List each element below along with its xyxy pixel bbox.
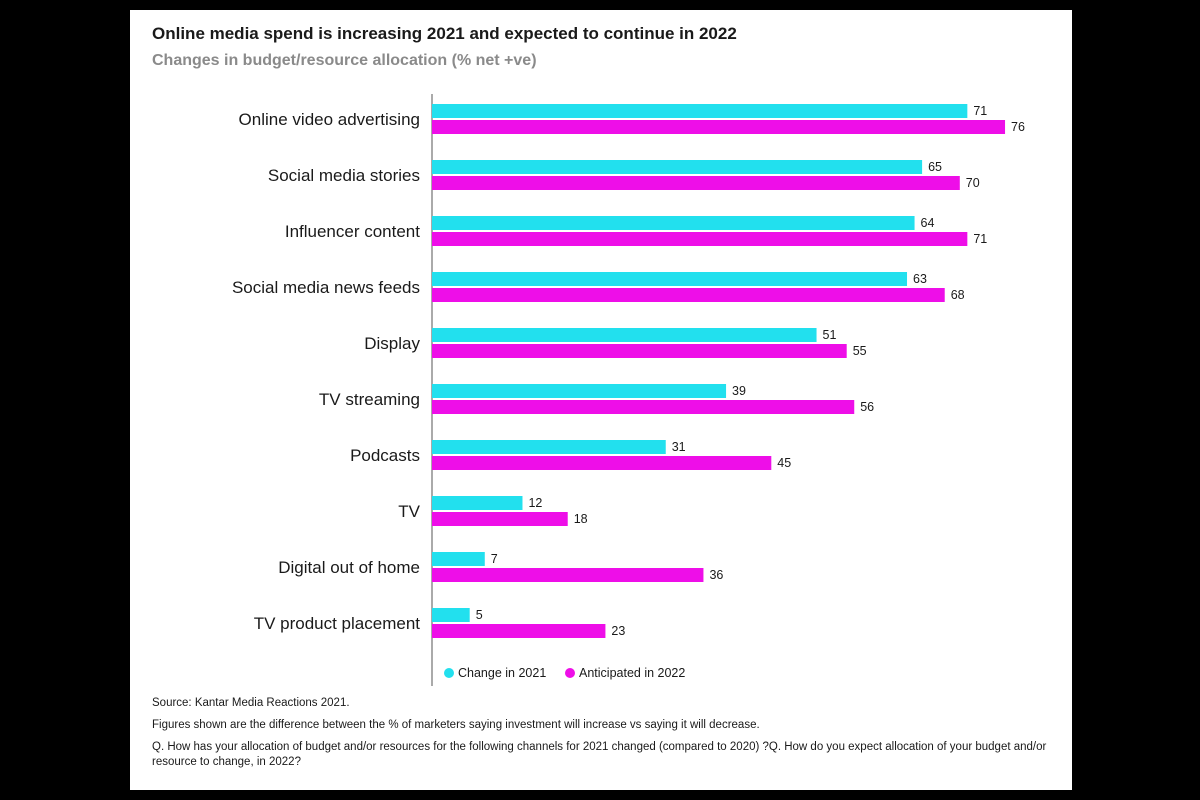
bar-change-2021 [432, 328, 817, 342]
data-label: 18 [574, 512, 588, 526]
bar-anticipated-2022 [432, 400, 855, 414]
data-label: 70 [966, 176, 980, 190]
bar-change-2021 [432, 608, 470, 622]
data-label: 71 [973, 232, 987, 246]
category-label: Social media news feeds [232, 278, 420, 297]
data-label: 5 [476, 608, 483, 622]
source-note: Source: Kantar Media Reactions 2021. [152, 697, 350, 709]
data-label: 31 [672, 440, 686, 454]
data-label: 51 [823, 328, 837, 342]
data-label: 39 [732, 384, 746, 398]
data-label: 63 [913, 272, 927, 286]
bar-change-2021 [432, 552, 485, 566]
category-label: Display [364, 334, 420, 353]
bar-change-2021 [432, 272, 908, 286]
bar-chart: Online video advertising 71 76 Social media… [232, 94, 1025, 686]
footnotes: Source: Kantar Media Reactions 2021. Fig… [152, 696, 1057, 777]
category-label: Online video advertising [239, 110, 420, 129]
data-label: 45 [777, 456, 791, 470]
category-label: TV product placement [254, 614, 421, 633]
bar-change-2021 [432, 440, 666, 454]
bar-anticipated-2022 [432, 624, 606, 638]
bar-anticipated-2022 [432, 512, 568, 526]
legend-marker-anticipated-2022 [565, 668, 575, 678]
data-label: 68 [951, 288, 965, 302]
bar-change-2021 [432, 104, 968, 118]
data-label: 76 [1011, 120, 1025, 134]
bar-anticipated-2022 [432, 232, 968, 246]
bar-anticipated-2022 [432, 568, 704, 582]
bar-anticipated-2022 [432, 120, 1006, 134]
category-label: Podcasts [350, 446, 420, 465]
bar-anticipated-2022 [432, 456, 772, 470]
bar-anticipated-2022 [432, 344, 847, 358]
bar-change-2021 [432, 216, 915, 230]
bar-anticipated-2022 [432, 176, 960, 190]
data-label: 55 [853, 344, 867, 358]
chart-title: Online media spend is increasing 2021 an… [152, 24, 737, 43]
data-label: 23 [611, 624, 625, 638]
category-label: TV streaming [319, 390, 420, 409]
legend-label-change-2021: Change in 2021 [458, 666, 546, 680]
bar-change-2021 [432, 496, 523, 510]
bar-change-2021 [432, 160, 923, 174]
data-label: 71 [973, 104, 987, 118]
data-label: 12 [528, 496, 542, 510]
definition-note: Figures shown are the difference between… [152, 719, 760, 731]
category-label: TV [398, 502, 420, 521]
question-note: Q. How has your allocation of budget and… [152, 741, 1047, 768]
data-label: 36 [709, 568, 723, 582]
data-label: 56 [860, 400, 874, 414]
data-label: 65 [928, 160, 942, 174]
category-label: Social media stories [268, 166, 420, 185]
data-label: 7 [491, 552, 498, 566]
data-label: 64 [921, 216, 935, 230]
category-label: Influencer content [285, 222, 420, 241]
chart-panel: Online media spend is increasing 2021 an… [130, 10, 1072, 790]
legend-marker-change-2021 [444, 668, 454, 678]
category-label: Digital out of home [278, 558, 420, 577]
chart-subtitle: Changes in budget/resource allocation (%… [152, 52, 537, 69]
bar-anticipated-2022 [432, 288, 945, 302]
bar-change-2021 [432, 384, 727, 398]
legend-label-anticipated-2022: Anticipated in 2022 [579, 666, 685, 680]
